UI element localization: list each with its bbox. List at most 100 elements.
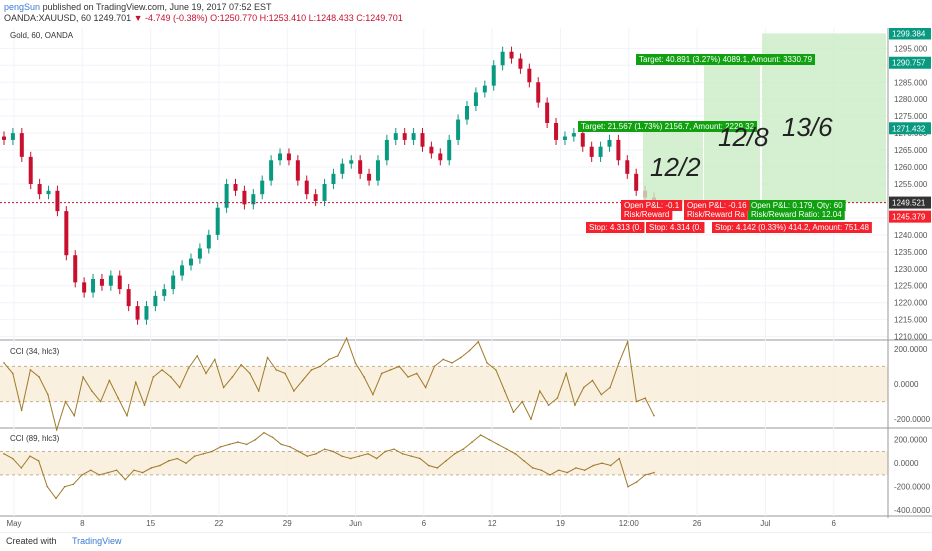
- price-label: [889, 56, 931, 69]
- candle: [518, 58, 523, 69]
- cci34-point: [3, 362, 5, 364]
- cci34-point: [293, 390, 295, 392]
- cci34-point: [345, 337, 348, 340]
- price-label-text: 1249.521: [892, 199, 926, 208]
- candles: [2, 46, 656, 325]
- cci34-point: [29, 369, 32, 371]
- cci34-point: [582, 386, 585, 389]
- candle: [580, 133, 585, 147]
- cci34-point: [354, 362, 357, 364]
- annotation-label: [578, 121, 758, 132]
- footer: Created with TradingView: [0, 532, 932, 551]
- cci89-point: [367, 453, 369, 455]
- price-label: [889, 122, 931, 135]
- cci34-point: [380, 372, 383, 375]
- annotation-text: Target: 21.567 (1.73%) 2156.7, Amount: 2…: [581, 122, 755, 131]
- annotation-label: [621, 209, 673, 220]
- cci34-point: [626, 340, 629, 343]
- candle: [64, 211, 69, 256]
- annotation-label: [684, 200, 750, 211]
- cci89-point: [497, 443, 499, 446]
- cci89-point: [89, 469, 92, 472]
- cci89-point: [332, 450, 335, 453]
- time-tick-label: 19: [556, 519, 565, 528]
- cci34-point: [556, 397, 559, 399]
- cci89-point: [72, 483, 75, 486]
- candle: [99, 278, 104, 286]
- cci34-point: [73, 414, 76, 417]
- cci-line: [3, 432, 655, 500]
- symbol-line: OANDA:XAUUSD, 60 1249.701 ▼ -4.749 (-0.3…: [4, 13, 403, 23]
- cci89-point: [98, 474, 101, 476]
- cci34-point: [196, 355, 199, 357]
- price-tick-label: 1220.000: [894, 299, 928, 308]
- cci-band: [0, 451, 888, 475]
- candle: [188, 258, 193, 266]
- time-tick-label: 6: [422, 519, 427, 528]
- candle: [500, 51, 505, 66]
- candle: [286, 153, 291, 161]
- candle: [571, 133, 576, 137]
- candle: [545, 102, 550, 123]
- footer-brand[interactable]: TradingView: [72, 536, 122, 546]
- cci89-point: [46, 485, 49, 488]
- publish-line: pengSun published on TradingView.com, Ju…: [4, 2, 272, 12]
- cci89-point: [202, 453, 205, 455]
- candle: [447, 139, 452, 161]
- candle: [562, 136, 567, 140]
- cci34-point: [170, 376, 172, 378]
- annotation-label: [748, 200, 846, 211]
- cci89-point: [81, 474, 83, 476]
- cci34-point: [416, 372, 418, 375]
- annotation-label: [621, 200, 683, 211]
- annotation-text: Open P&L: 0.179, Qty: 60: [751, 201, 843, 210]
- chart-canvas[interactable]: 1210.000 1215.000 1220.000 1225.000 1230.000…: [0, 28, 932, 532]
- cci89-point: [271, 436, 274, 439]
- cci34-point: [609, 386, 611, 389]
- cci34-point: [108, 379, 111, 382]
- time-axis: May 8 15 22 29 Jun 6 12 19 12:00 26 Jul 6: [6, 519, 836, 528]
- cci34-point: [82, 376, 84, 378]
- cci34-point: [64, 400, 67, 403]
- cci89-point: [323, 448, 326, 450]
- cci-89-line: [3, 431, 655, 500]
- cci34-point: [512, 411, 515, 413]
- cci34-point: [521, 400, 524, 403]
- cci34-point: [600, 393, 603, 396]
- cci-tick-label: 0.0000: [894, 459, 919, 468]
- cci89-point: [37, 460, 40, 462]
- cci89-point: [115, 469, 118, 472]
- candle: [634, 173, 639, 191]
- candle: [46, 190, 51, 195]
- cci-tick-label: -200.0000: [894, 483, 931, 492]
- price-label: [889, 196, 931, 209]
- time-tick-label: 12:00: [619, 519, 640, 528]
- candle: [295, 160, 300, 181]
- cci89-point: [254, 438, 257, 441]
- annotation-label: [748, 209, 845, 220]
- annotation-labels: Target: 40.891 (3.27%) 4089.1, Amount: 3…: [578, 54, 872, 233]
- cci34-point: [187, 367, 190, 369]
- cci34-point: [20, 409, 23, 412]
- candle: [509, 51, 514, 59]
- price-tick-label: 1285.000: [894, 78, 928, 87]
- candle: [180, 265, 185, 276]
- cci34-point: [539, 390, 541, 392]
- cci-band: [0, 366, 888, 402]
- cci89-point: [228, 443, 231, 446]
- cci34-point: [565, 372, 567, 375]
- cci34-point: [468, 349, 471, 352]
- cci89-point: [549, 474, 551, 476]
- candle: [171, 275, 176, 290]
- cci34-point: [152, 376, 155, 378]
- annotation-text: Target: 40.891 (3.27%) 4089.1, Amount: 3…: [639, 55, 813, 64]
- author-link[interactable]: pengSun: [4, 2, 41, 12]
- candle: [527, 68, 532, 83]
- cci34-point: [451, 362, 453, 364]
- cci89-point: [575, 467, 577, 469]
- cci34-point: [424, 386, 427, 389]
- time-tick-label: 6: [831, 519, 836, 528]
- candle: [375, 160, 380, 181]
- cci34-point: [126, 414, 128, 417]
- annotation-text: Open P&L: -0.1: [624, 201, 680, 210]
